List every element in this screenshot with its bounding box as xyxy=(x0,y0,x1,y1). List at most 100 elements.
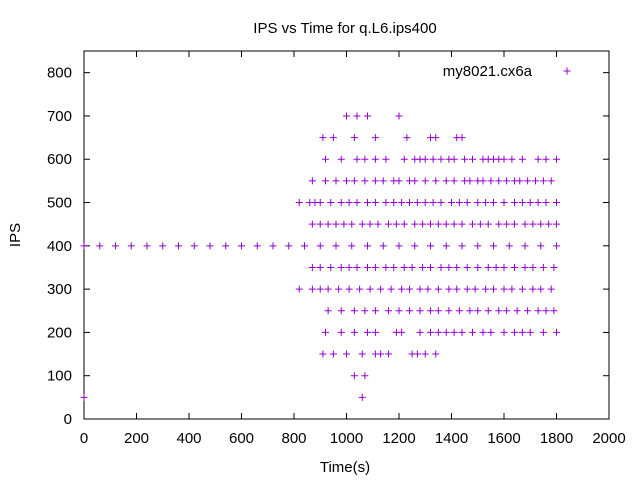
data-point xyxy=(96,242,104,250)
data-point xyxy=(455,307,463,315)
data-point xyxy=(445,263,453,271)
data-point xyxy=(487,177,495,185)
data-point xyxy=(482,199,490,207)
data-point xyxy=(371,134,379,142)
data-point xyxy=(432,177,440,185)
x-tick-label: 400 xyxy=(176,430,201,447)
data-point xyxy=(445,285,453,293)
data-point xyxy=(285,242,293,250)
data-point xyxy=(398,285,406,293)
y-tick-label: 700 xyxy=(47,108,72,125)
data-point xyxy=(337,155,345,163)
data-point xyxy=(411,220,419,228)
data-point xyxy=(445,307,453,315)
data-point xyxy=(458,220,466,228)
data-point xyxy=(458,328,466,336)
data-point xyxy=(390,199,398,207)
data-point xyxy=(413,199,421,207)
data-point xyxy=(366,285,374,293)
data-point xyxy=(390,263,398,271)
data-point xyxy=(371,263,379,271)
data-point xyxy=(553,199,560,207)
data-point xyxy=(492,263,500,271)
data-point xyxy=(371,328,379,336)
data-point xyxy=(295,285,303,293)
data-point xyxy=(353,199,361,207)
data-point xyxy=(319,134,327,142)
data-point xyxy=(406,199,413,207)
y-tick-label: 400 xyxy=(47,238,72,255)
data-point xyxy=(432,134,440,142)
data-point xyxy=(503,220,511,228)
data-point xyxy=(395,307,403,315)
data-point xyxy=(332,242,340,250)
data-point xyxy=(450,328,458,336)
data-point xyxy=(550,307,558,315)
data-point xyxy=(542,155,550,163)
data-point xyxy=(495,177,503,185)
x-axis: 0 200 400 600 800 1000 1200 1400 1600 1800 2000 xyxy=(80,51,626,447)
data-point xyxy=(408,263,416,271)
data-point xyxy=(358,350,366,358)
data-point xyxy=(518,155,526,163)
data-point xyxy=(127,242,135,250)
data-point xyxy=(469,328,476,336)
data-point xyxy=(337,328,345,336)
data-point xyxy=(537,285,545,293)
data-point xyxy=(529,285,537,293)
data-point xyxy=(461,155,469,163)
data-point xyxy=(190,242,198,250)
data-point xyxy=(484,263,492,271)
data-point xyxy=(400,155,408,163)
data-point xyxy=(450,220,458,228)
data-point xyxy=(427,307,434,315)
data-point xyxy=(316,263,324,271)
data-point xyxy=(490,285,497,293)
data-point xyxy=(421,177,429,185)
data-point xyxy=(429,199,437,207)
data-point xyxy=(340,220,348,228)
data-point xyxy=(513,307,521,315)
data-point xyxy=(529,263,537,271)
data-point xyxy=(469,220,476,228)
data-point xyxy=(466,307,474,315)
data-point xyxy=(316,199,324,207)
data-point xyxy=(374,220,382,228)
data-point xyxy=(301,242,308,250)
x-tick-label: 1600 xyxy=(487,430,520,447)
data-point xyxy=(382,263,390,271)
data-point xyxy=(542,199,550,207)
data-point xyxy=(361,372,369,380)
data-point xyxy=(471,285,479,293)
data-point xyxy=(437,263,445,271)
data-point xyxy=(377,350,385,358)
data-point xyxy=(324,220,332,228)
data-point xyxy=(453,263,461,271)
data-point xyxy=(371,155,379,163)
data-point xyxy=(379,242,387,250)
data-point xyxy=(437,199,445,207)
data-point xyxy=(206,242,214,250)
data-point xyxy=(490,199,497,207)
data-point xyxy=(542,307,550,315)
data-point xyxy=(395,177,403,185)
x-tick-label: 200 xyxy=(124,430,149,447)
data-point xyxy=(518,285,526,293)
data-point xyxy=(398,328,406,336)
data-point xyxy=(395,242,403,250)
data-point xyxy=(547,177,555,185)
data-point xyxy=(345,285,353,293)
data-point xyxy=(406,307,413,315)
data-point xyxy=(495,307,503,315)
data-point xyxy=(474,242,482,250)
data-point xyxy=(484,307,492,315)
data-point xyxy=(500,199,508,207)
data-point xyxy=(524,307,532,315)
data-point xyxy=(484,220,492,228)
data-point xyxy=(479,328,487,336)
data-point xyxy=(324,285,332,293)
data-point xyxy=(329,134,337,142)
data-point xyxy=(442,242,450,250)
data-point xyxy=(521,242,529,250)
y-axis: 0 100 200 300 400 500 600 700 800 xyxy=(47,65,609,428)
